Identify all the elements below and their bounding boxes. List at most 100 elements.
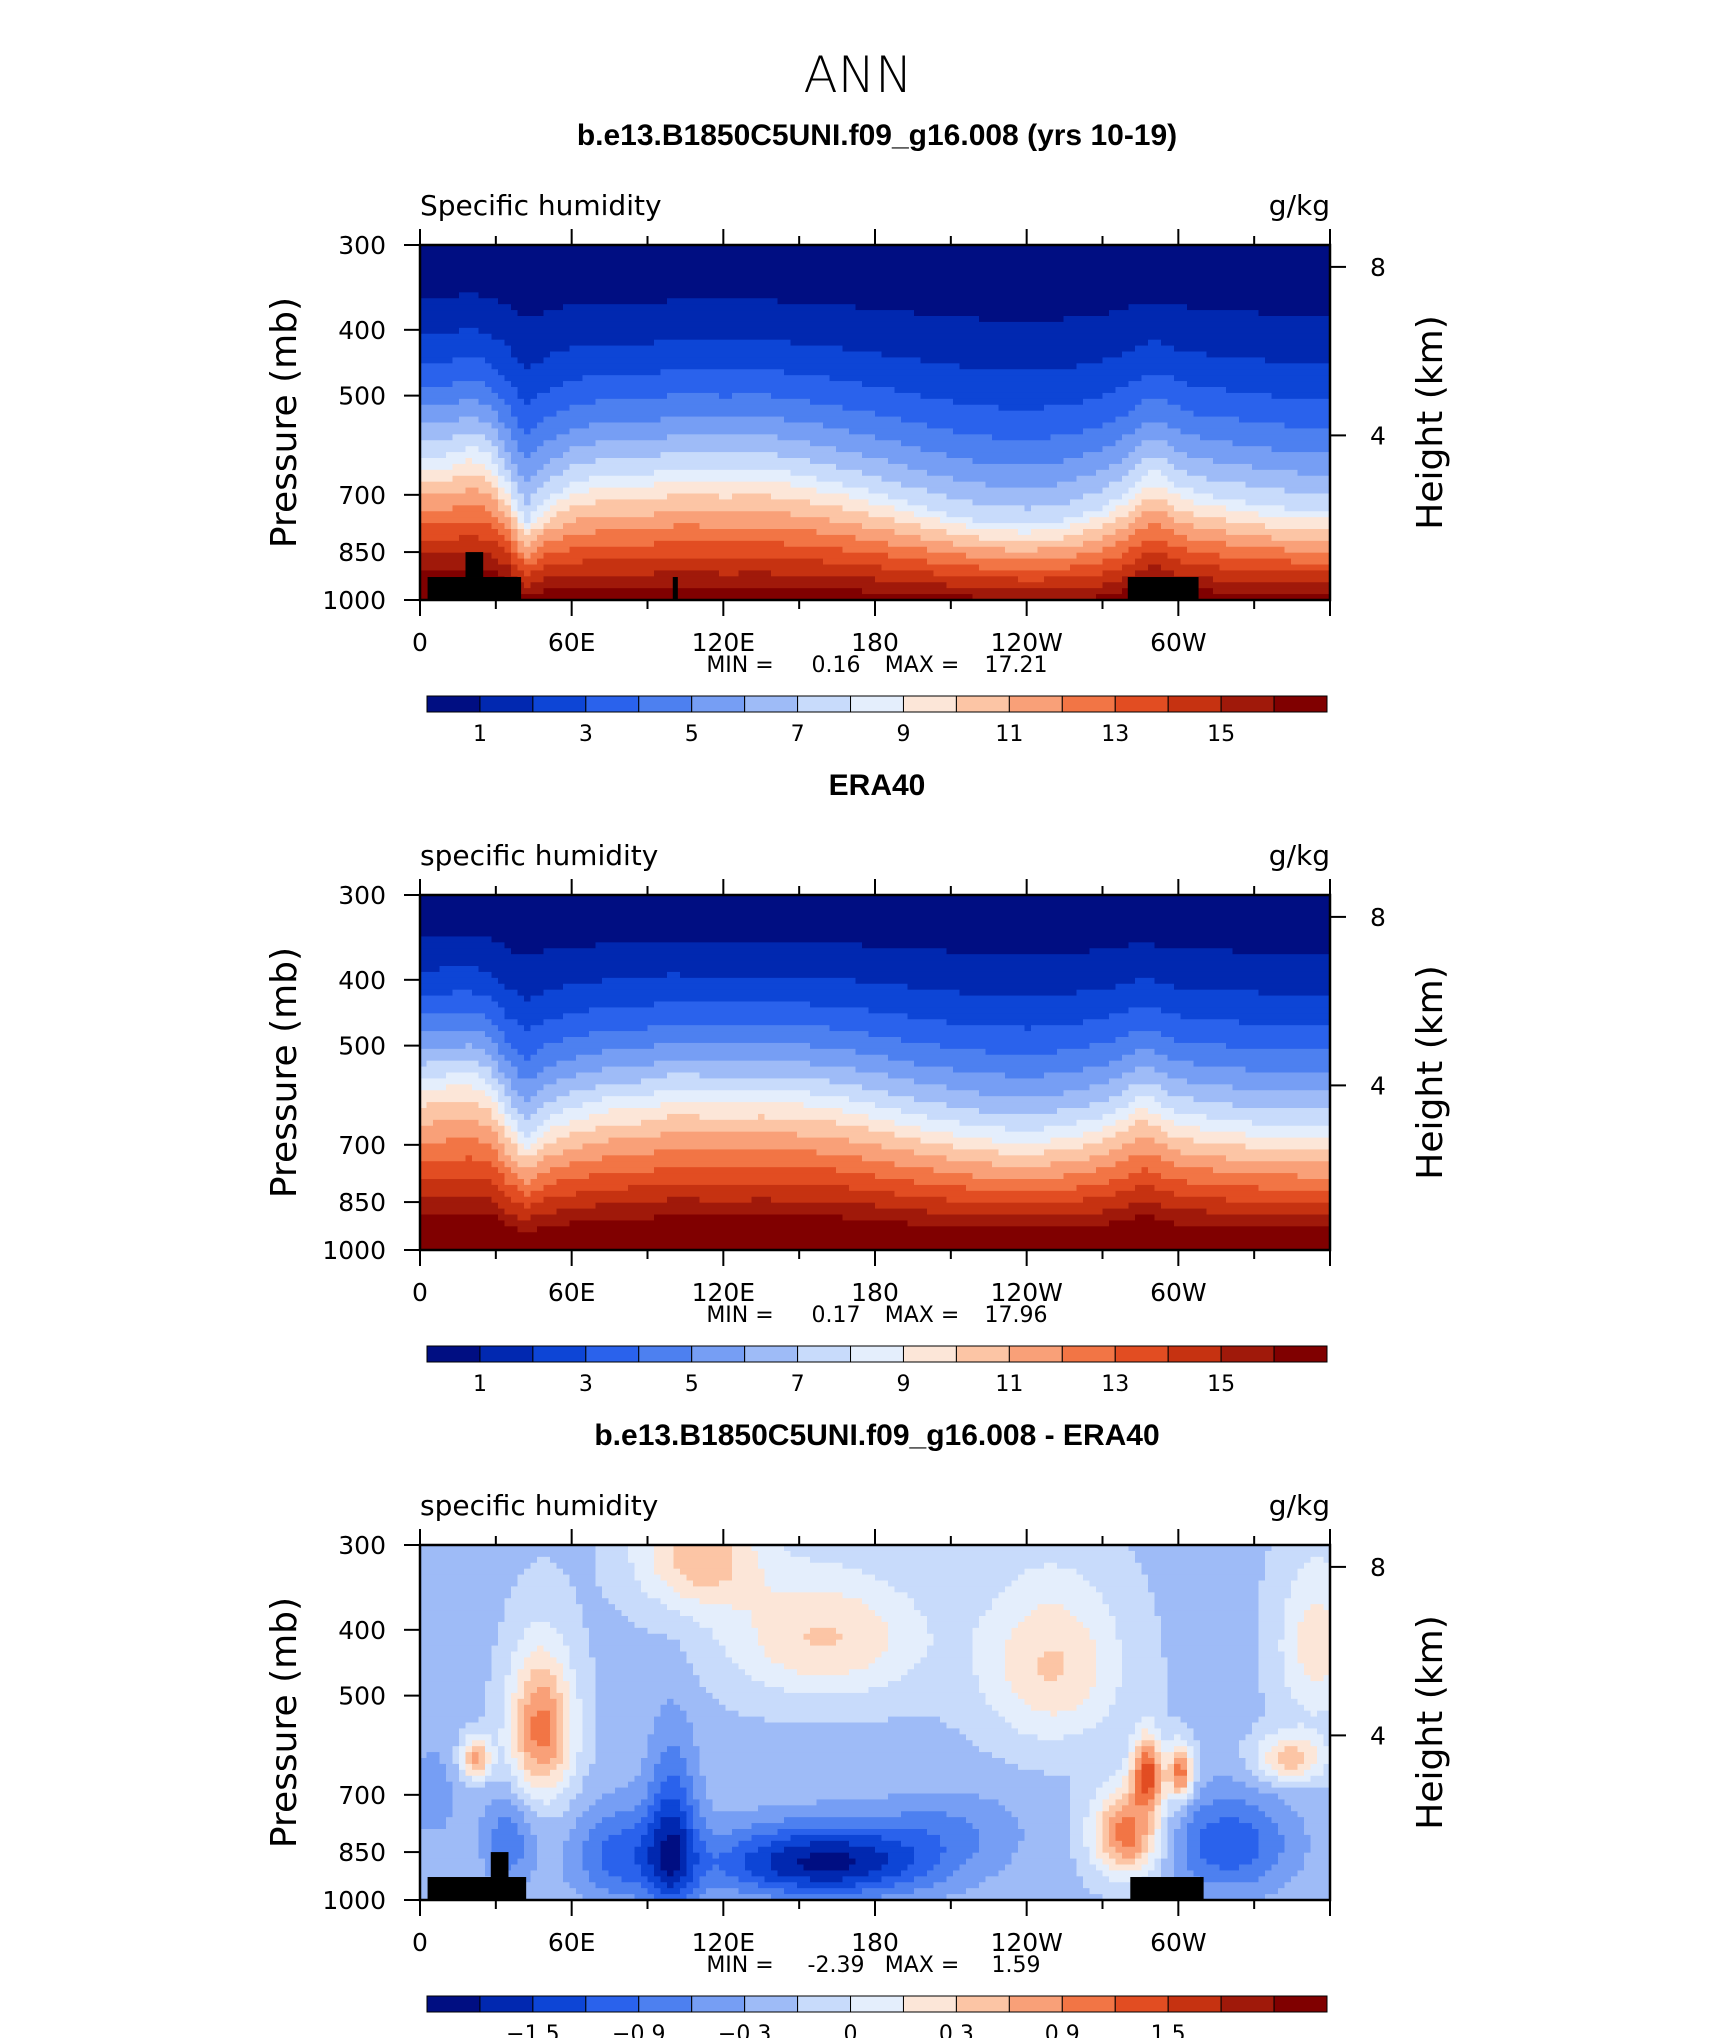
min-label: MIN =: [706, 1953, 773, 1978]
min-label: MIN =: [706, 653, 773, 678]
min-value: 0.16: [812, 653, 861, 678]
panel-title: b.e13.B1850C5UNI.f09_g16.008 (yrs 10-19): [577, 119, 1177, 152]
y-tick-label: 400: [338, 1616, 386, 1645]
y-tick-label: 300: [338, 1531, 386, 1560]
colorbar-swatch: [638, 1345, 693, 1363]
colorbar-swatch: [744, 1345, 799, 1363]
max-value: 1.59: [992, 1953, 1041, 1978]
y2-axis-title: Height (km): [1410, 965, 1451, 1179]
colorbar-label: −0.9: [612, 2022, 665, 2038]
y-tick-label: 1000: [322, 586, 386, 615]
colorbar-label: 7: [791, 722, 805, 747]
field-label: Specific humidity: [420, 189, 662, 222]
max-label: MAX =: [885, 653, 960, 678]
colorbar-swatch: [1114, 695, 1169, 713]
y-tick-label: 850: [338, 1188, 386, 1217]
colorbar-swatch: [479, 695, 534, 713]
topography-mask: [1130, 1877, 1204, 1900]
y-tick-label: 850: [338, 1838, 386, 1867]
colorbar-swatch: [426, 695, 481, 713]
y-tick-label: 700: [338, 481, 386, 510]
colorbar-swatch: [691, 695, 746, 713]
topography-mask: [672, 577, 678, 600]
colorbar-swatch: [1008, 1345, 1063, 1363]
colorbar-label: 0.3: [939, 2022, 974, 2038]
colorbar: 1 3 5 7 9 11 13 15: [426, 695, 1328, 747]
x-tick-label: 60W: [1150, 628, 1207, 657]
colorbar-label: 3: [579, 722, 593, 747]
min-value: 0.17: [812, 1303, 861, 1328]
colorbar-swatch: [1273, 1345, 1328, 1363]
colorbar-swatch: [1114, 1345, 1169, 1363]
x-tick-label: 60E: [548, 1928, 596, 1957]
colorbar-swatch: [1167, 1345, 1222, 1363]
x-tick-label: 0: [412, 1928, 428, 1957]
colorbar-swatch: [797, 1345, 852, 1363]
y-axis-title: Pressure (mb): [264, 1597, 305, 1848]
y-axis-title: Pressure (mb): [264, 947, 305, 1198]
y2-tick-label: 8: [1370, 1553, 1386, 1582]
y-tick-label: 300: [338, 881, 386, 910]
colorbar-swatch: [479, 1345, 534, 1363]
colorbar-label: 9: [896, 1372, 910, 1397]
colorbar-swatch: [1273, 1995, 1328, 2013]
field-label: specific humidity: [420, 839, 658, 872]
topography-mask: [1127, 577, 1199, 600]
colorbar-swatch: [1061, 1995, 1116, 2013]
colorbar-swatch: [426, 1995, 481, 2013]
max-value: 17.96: [985, 1303, 1048, 1328]
colorbar-swatch: [479, 1995, 534, 2013]
colorbar-swatch: [902, 695, 957, 713]
topography-mask: [427, 577, 522, 600]
panel-title: ERA40: [829, 769, 926, 802]
contour-field: [420, 1545, 1331, 1901]
x-tick-label: 180: [851, 1278, 899, 1307]
colorbar-label: 0.9: [1045, 2022, 1080, 2038]
x-tick-label: 120W: [990, 628, 1062, 657]
colorbar: −1.5 −0.9 −0.3 0 0.3 0.9 1.5: [426, 1995, 1328, 2038]
colorbar-swatch: [1220, 1995, 1275, 2013]
y-tick-label: 500: [338, 1032, 386, 1061]
x-tick-label: 180: [851, 1928, 899, 1957]
x-tick-label: 180: [851, 628, 899, 657]
x-tick-label: 120W: [990, 1278, 1062, 1307]
x-tick-label: 60W: [1150, 1928, 1207, 1957]
colorbar-swatch: [638, 695, 693, 713]
y2-tick-label: 8: [1370, 253, 1386, 282]
x-tick-label: 120E: [692, 1278, 756, 1307]
colorbar-label: 15: [1207, 722, 1235, 747]
colorbar-swatch: [426, 1345, 481, 1363]
colorbar-swatch: [1008, 695, 1063, 713]
colorbar-swatch: [638, 1995, 693, 2013]
colorbar-label: 3: [579, 1372, 593, 1397]
units-label: g/kg: [1269, 189, 1330, 222]
colorbar-swatch: [850, 1995, 904, 2013]
colorbar-swatch: [532, 695, 587, 713]
colorbar-label: 11: [995, 722, 1023, 747]
colorbar-swatch: [850, 695, 904, 713]
y-tick-label: 400: [338, 966, 386, 995]
contour-field: [420, 895, 1331, 1251]
colorbar-swatch: [1220, 1345, 1275, 1363]
field-label: specific humidity: [420, 1489, 658, 1522]
colorbar-swatch: [902, 1345, 957, 1363]
y2-tick-label: 4: [1370, 421, 1386, 450]
colorbar-swatch: [797, 1995, 852, 2013]
colorbar-swatch: [585, 695, 640, 713]
y-tick-label: 700: [338, 1781, 386, 1810]
colorbar-swatch: [1114, 1995, 1169, 2013]
colorbar-swatch: [1008, 1995, 1063, 2013]
y-tick-label: 850: [338, 538, 386, 567]
colorbar-label: 1.5: [1151, 2022, 1186, 2038]
colorbar-label: 0: [844, 2022, 858, 2038]
x-tick-label: 60E: [548, 1278, 596, 1307]
x-tick-label: 0: [412, 628, 428, 657]
colorbar-label: −1.5: [506, 2022, 559, 2038]
y2-tick-label: 4: [1370, 1721, 1386, 1750]
colorbar-label: 1: [473, 722, 487, 747]
topography-mask: [465, 552, 484, 578]
colorbar-swatch: [691, 1995, 746, 2013]
y-tick-label: 500: [338, 1682, 386, 1711]
colorbar-label: 7: [791, 1372, 805, 1397]
